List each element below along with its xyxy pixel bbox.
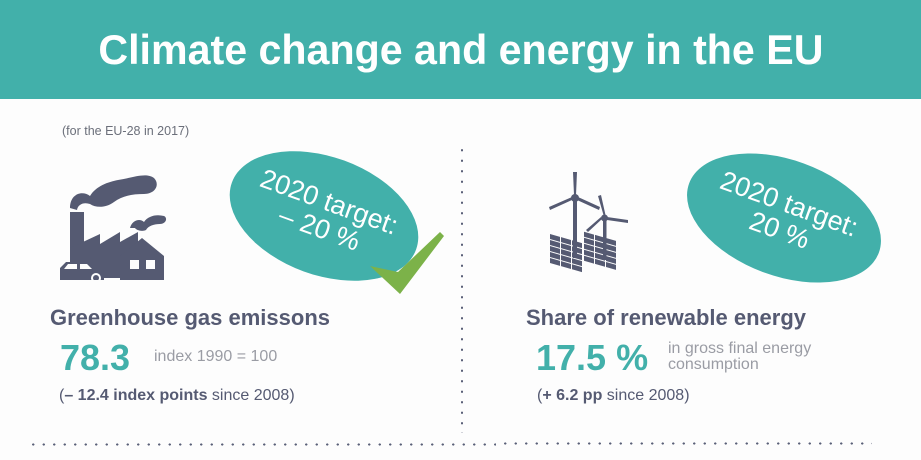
renewables-value-note: in gross final energy consumption — [668, 340, 812, 373]
renewables-value: 17.5 % — [536, 337, 649, 378]
factory-icon — [60, 175, 167, 280]
renewables-title: Share of renewable energy — [526, 305, 806, 330]
scope-note: (for the EU-28 in 2017) — [62, 124, 190, 138]
emissions-value: 78.3 — [60, 337, 131, 378]
renewables-change: (+ 6.2 pp since 2008) — [537, 387, 690, 404]
emissions-change-amount: – 12.4 index points — [64, 387, 208, 404]
wind-solar-icon — [549, 172, 628, 273]
horizontal-divider-right — [500, 442, 872, 445]
horizontal-divider-left — [28, 443, 496, 446]
page-title: Climate change and energy in the EU — [97, 25, 824, 73]
vertical-divider — [461, 145, 463, 433]
emissions-value-note: index 1990 = 100 — [154, 348, 278, 365]
emissions-change: (– 12.4 index points since 2008) — [59, 387, 295, 404]
checkmark-icon — [370, 232, 444, 294]
header-banner: Climate change and energy in the EU — [0, 0, 921, 99]
renewables-change-amount: + 6.2 pp — [542, 387, 603, 404]
emissions-title: Greenhouse gas emissons — [50, 305, 330, 330]
target-badge-renewables: 2020 target: 20 % — [669, 128, 899, 308]
